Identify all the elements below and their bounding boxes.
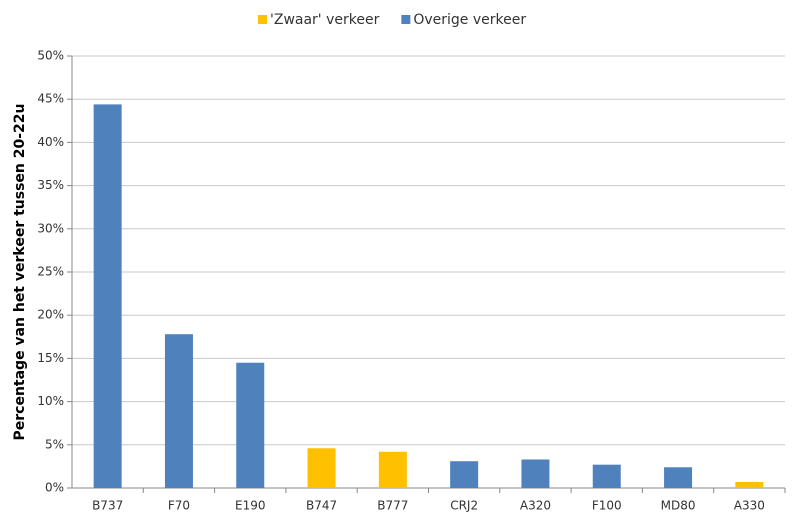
y-tick-label: 40%: [37, 135, 64, 149]
x-tick-label: F100: [592, 499, 622, 512]
legend-label: Overige verkeer: [413, 12, 526, 28]
y-tick-label: 10%: [37, 394, 64, 408]
bar: [307, 448, 336, 488]
y-axis-title: Percentage van het verkeer tussen 20-22u: [12, 103, 28, 440]
bar: [521, 459, 550, 488]
y-tick-label: 30%: [37, 221, 64, 235]
x-tick-label: B747: [306, 499, 337, 512]
y-tick-label: 20%: [37, 308, 64, 322]
bar: [236, 362, 265, 488]
x-tick-label: E190: [235, 499, 266, 512]
x-tick-label: MD80: [661, 499, 696, 512]
x-tick-label: B777: [377, 499, 408, 512]
bar: [592, 464, 621, 488]
bar: [450, 461, 479, 488]
x-tick-label: B737: [92, 499, 123, 512]
y-tick-label: 15%: [37, 351, 64, 365]
bar: [164, 334, 193, 488]
y-tick-label: 35%: [37, 178, 64, 192]
bar: [378, 451, 407, 488]
x-tick-label: F70: [168, 499, 190, 512]
bar: [664, 467, 693, 488]
y-tick-label: 45%: [37, 92, 64, 106]
bar: [93, 104, 122, 488]
y-tick-label: 5%: [45, 437, 64, 451]
legend-swatch: [401, 15, 411, 24]
x-tick-label: CRJ2: [450, 499, 478, 512]
y-tick-label: 0%: [45, 481, 64, 495]
x-tick-label: A320: [520, 499, 551, 512]
legend-swatch: [258, 15, 267, 24]
y-tick-label: 50%: [37, 49, 64, 63]
bar: [735, 481, 764, 488]
legend-label: 'Zwaar' verkeer: [270, 12, 380, 28]
x-tick-label: A330: [734, 499, 765, 512]
y-tick-label: 25%: [37, 265, 64, 279]
